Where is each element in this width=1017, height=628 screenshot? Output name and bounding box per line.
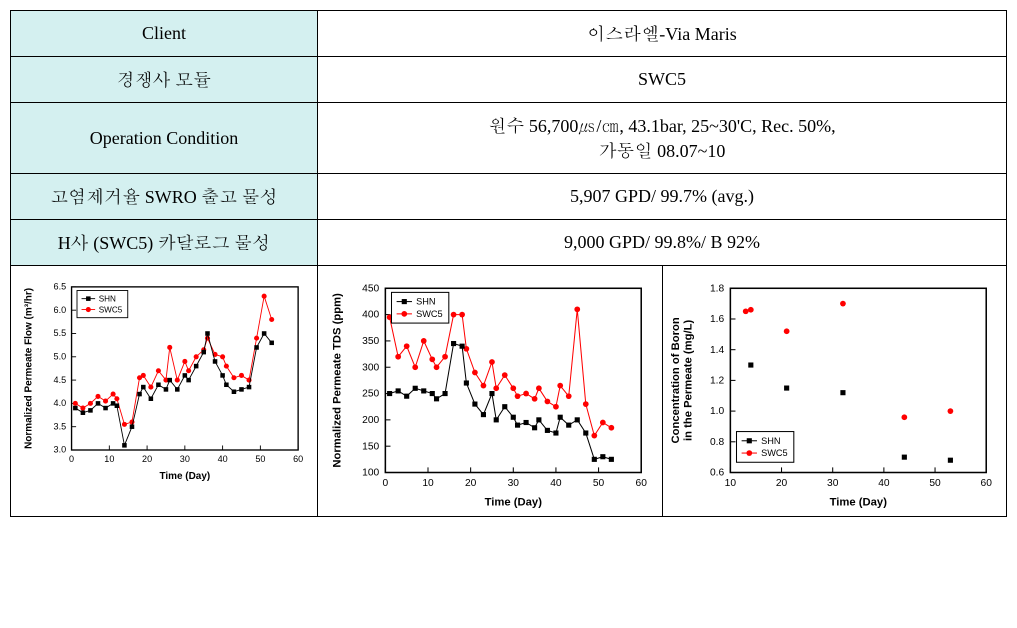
row-label-0: Client <box>11 11 318 57</box>
svg-text:400: 400 <box>362 310 379 321</box>
svg-text:Normalized Permeate Flow (m³/h: Normalized Permeate Flow (m³/hr) <box>24 288 35 449</box>
svg-text:0: 0 <box>69 454 74 464</box>
svg-text:4.5: 4.5 <box>54 375 67 385</box>
svg-text:5.5: 5.5 <box>54 328 67 338</box>
svg-text:60: 60 <box>980 478 992 489</box>
svg-text:40: 40 <box>550 478 562 489</box>
svg-text:Time (Day): Time (Day) <box>159 471 210 482</box>
svg-text:20: 20 <box>465 478 477 489</box>
svg-text:SHN: SHN <box>416 297 435 307</box>
svg-text:450: 450 <box>362 283 379 294</box>
svg-text:0.8: 0.8 <box>710 437 725 448</box>
svg-text:1.6: 1.6 <box>710 314 725 325</box>
row-value-4: 9,000 GPD/ 99.8%/ B 92% <box>318 220 1007 266</box>
svg-text:50: 50 <box>593 478 605 489</box>
svg-text:3.5: 3.5 <box>54 421 67 431</box>
spec-table: Client이스라엘-Via Maris경쟁사 모듈SWC5Operation … <box>10 10 1007 517</box>
svg-text:30: 30 <box>180 454 190 464</box>
svg-text:Time (Day): Time (Day) <box>829 496 887 508</box>
svg-text:300: 300 <box>362 362 379 373</box>
svg-text:60: 60 <box>293 454 303 464</box>
svg-text:350: 350 <box>362 336 379 347</box>
svg-text:50: 50 <box>929 478 941 489</box>
svg-text:150: 150 <box>362 441 379 452</box>
svg-text:Time (Day): Time (Day) <box>485 496 543 508</box>
svg-text:1.8: 1.8 <box>710 283 725 294</box>
svg-text:250: 250 <box>362 389 379 400</box>
svg-text:10: 10 <box>724 478 736 489</box>
svg-text:5.0: 5.0 <box>54 352 67 362</box>
svg-text:30: 30 <box>827 478 839 489</box>
row-label-1: 경쟁사 모듈 <box>11 57 318 103</box>
chart-cell-3: 10 20 30 40 50 60 0.6 0.8 1.0 1.2 1.4 1.6 1.8 Time (D… <box>662 266 1007 517</box>
boron-chart: 10 20 30 40 50 60 0.6 0.8 1.0 1.2 1.4 1.6 1.8 Time (D… <box>671 276 999 511</box>
svg-text:SWC5: SWC5 <box>99 305 123 314</box>
svg-text:1.0: 1.0 <box>710 406 725 417</box>
svg-text:10: 10 <box>422 478 434 489</box>
row-value-2: 원수 56,700㎲/㎝, 43.1bar, 25~30'C, Rec. 50%… <box>318 103 1007 174</box>
svg-text:6.5: 6.5 <box>54 282 67 292</box>
svg-text:60: 60 <box>636 478 648 489</box>
svg-text:SHN: SHN <box>761 436 780 446</box>
svg-text:100: 100 <box>362 468 379 479</box>
svg-text:40: 40 <box>878 478 890 489</box>
svg-text:SWC5: SWC5 <box>761 448 788 458</box>
permeate-flow-chart: 0 10 20 30 40 50 60 3.0 3.5 4.0 4.5 5.0 5.5 6.0 6.5 Tim… <box>19 276 309 484</box>
svg-text:Normalized Permeate TDS (ppm): Normalized Permeate TDS (ppm) <box>331 293 343 468</box>
row-label-3: 고염제거율 SWRO 출고 물성 <box>11 174 318 220</box>
svg-text:20: 20 <box>775 478 787 489</box>
svg-text:50: 50 <box>255 454 265 464</box>
svg-text:20: 20 <box>142 454 152 464</box>
svg-text:SWC5: SWC5 <box>416 309 443 319</box>
svg-text:4.0: 4.0 <box>54 398 67 408</box>
svg-text:0: 0 <box>383 478 389 489</box>
svg-text:SHN: SHN <box>99 294 116 303</box>
svg-text:in the Permeate (mg/L): in the Permeate (mg/L) <box>682 320 694 442</box>
row-label-4: H사 (SWC5) 카달로그 물성 <box>11 220 318 266</box>
svg-text:40: 40 <box>218 454 228 464</box>
row-value-1: SWC5 <box>318 57 1007 103</box>
row-value-3: 5,907 GPD/ 99.7% (avg.) <box>318 174 1007 220</box>
svg-text:6.0: 6.0 <box>54 305 67 315</box>
row-value-0: 이스라엘-Via Maris <box>318 11 1007 57</box>
svg-text:Concentration of Boron: Concentration of Boron <box>671 317 682 443</box>
svg-text:0.6: 0.6 <box>710 468 725 479</box>
svg-text:1.4: 1.4 <box>710 345 725 356</box>
permeate-tds-chart: 0 10 20 30 40 50 60 100 150 200 250 300 350 400 450 Tim… <box>326 276 654 511</box>
svg-text:200: 200 <box>362 415 379 426</box>
svg-text:10: 10 <box>104 454 114 464</box>
row-label-2: Operation Condition <box>11 103 318 174</box>
svg-text:1.2: 1.2 <box>710 375 725 386</box>
svg-text:3.0: 3.0 <box>54 445 67 455</box>
svg-text:30: 30 <box>508 478 520 489</box>
chart-cell-1: 0 10 20 30 40 50 60 3.0 3.5 4.0 4.5 5.0 5.5 6.0 6.5 Tim… <box>11 266 318 517</box>
chart-cell-2: 0 10 20 30 40 50 60 100 150 200 250 300 350 400 450 Tim… <box>318 266 663 517</box>
